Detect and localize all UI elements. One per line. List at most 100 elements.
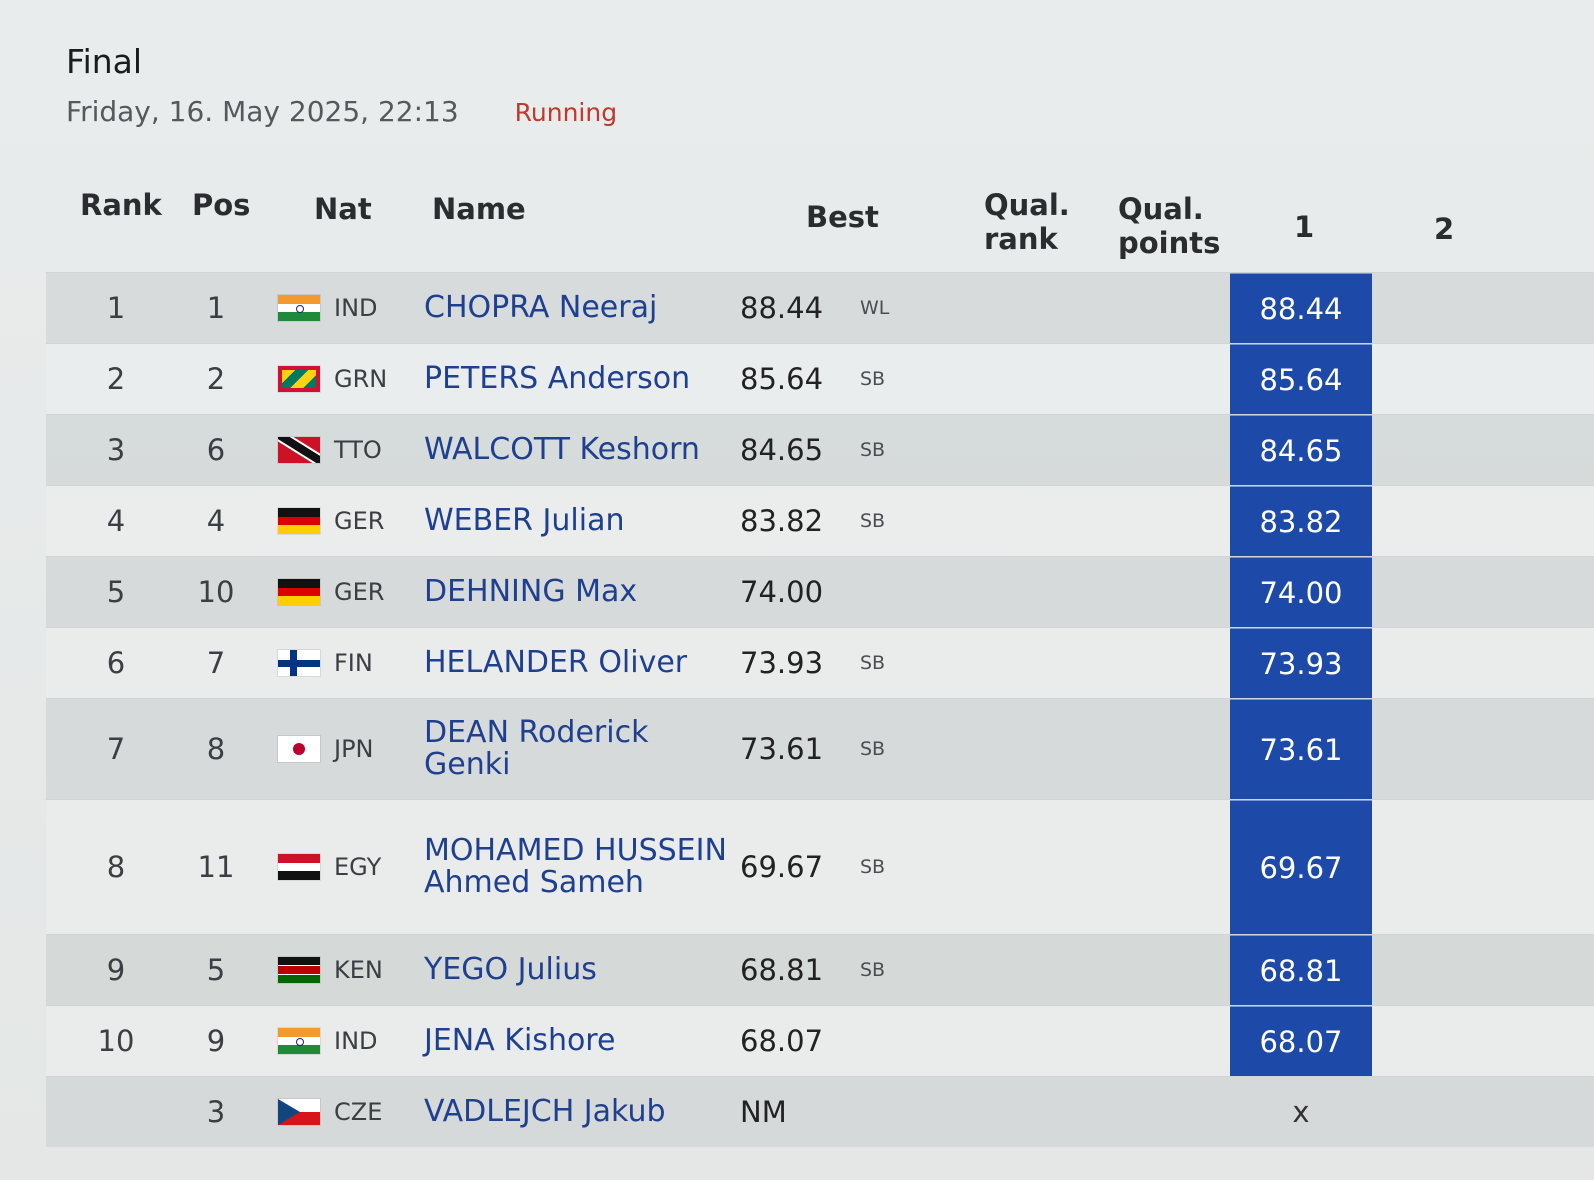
- nat-cell: GRN: [334, 365, 388, 393]
- nat-cell: GER: [334, 578, 385, 606]
- flag-cell: [278, 273, 324, 343]
- nat-cell: GER: [334, 507, 385, 535]
- best-mark-cell: 83.82: [740, 504, 824, 538]
- rank-cell: 10: [97, 1024, 135, 1058]
- col-header-name[interactable]: Name: [432, 192, 526, 226]
- pos-cell: 6: [206, 433, 226, 467]
- table-row[interactable]: 7 8 JPN DEAN Roderick Genki 73.61 SB 73.61: [46, 698, 1594, 800]
- col-header-pos[interactable]: Pos: [192, 188, 251, 222]
- event-status-badge: Running: [514, 98, 618, 127]
- col-header-qual-rank[interactable]: Qual. rank: [984, 188, 1070, 256]
- flag-cell: [278, 344, 324, 414]
- germany-flag-icon: [278, 508, 320, 534]
- col-header-qual-points[interactable]: Qual. points: [1118, 192, 1220, 260]
- attempt-1-cell: 68.07: [1230, 1006, 1372, 1077]
- athlete-name-link[interactable]: MOHAMED HUSSEIN Ahmed Sameh: [424, 833, 727, 900]
- table-row[interactable]: 3 CZE VADLEJCH Jakub NM x: [46, 1076, 1594, 1147]
- pos-cell: 9: [206, 1024, 226, 1058]
- table-row[interactable]: 8 11 EGY MOHAMED HUSSEIN Ahmed Sameh 69.67 SB…: [46, 799, 1594, 935]
- table-header: Rank Pos Nat Name Best Qual. rank Qual. …: [46, 168, 1594, 272]
- athlete-name-link[interactable]: CHOPRA Neeraj: [424, 290, 658, 325]
- egypt-flag-icon: [278, 854, 320, 880]
- pos-cell: 4: [206, 504, 226, 538]
- table-row[interactable]: 3 6 TTO WALCOTT Keshorn 84.65 SB 84.65: [46, 414, 1594, 486]
- record-note-badge: [860, 1077, 920, 1147]
- record-note-badge: [860, 557, 920, 627]
- grenada-flag-icon: [278, 366, 320, 392]
- india-flag-icon: [278, 295, 320, 321]
- pos-cell: 10: [197, 575, 235, 609]
- finland-flag-icon: [278, 650, 320, 676]
- athlete-name-link[interactable]: PETERS Anderson: [424, 361, 691, 396]
- best-mark-cell: 73.61: [740, 732, 824, 766]
- athlete-name-link[interactable]: VADLEJCH Jakub: [424, 1094, 666, 1129]
- table-row[interactable]: 6 7 FIN HELANDER Oliver 73.93 SB 73.93: [46, 627, 1594, 699]
- rank-cell: 4: [106, 504, 126, 538]
- nat-cell: CZE: [334, 1098, 383, 1126]
- col-header-attempt-1[interactable]: 1: [1294, 210, 1315, 244]
- kenya-flag-icon: [278, 957, 320, 983]
- athlete-name-link[interactable]: HELANDER Oliver: [424, 645, 688, 680]
- athlete-name-link[interactable]: YEGO Julius: [424, 952, 597, 987]
- results-table: Rank Pos Nat Name Best Qual. rank Qual. …: [46, 168, 1594, 1147]
- attempt-1-cell: 88.44: [1230, 273, 1372, 344]
- pos-cell: 2: [206, 362, 226, 396]
- best-mark-cell: 73.93: [740, 646, 824, 680]
- rank-cell: 1: [106, 291, 126, 325]
- attempt-1-cell: 83.82: [1230, 486, 1372, 557]
- athlete-name-link[interactable]: JENA Kishore: [424, 1023, 616, 1058]
- table-row[interactable]: 1 1 IND CHOPRA Neeraj 88.44 WL 88.44: [46, 272, 1594, 344]
- attempt-1-cell: 69.67: [1230, 800, 1372, 935]
- athlete-name-link[interactable]: DEHNING Max: [424, 574, 638, 609]
- flag-cell: [278, 800, 324, 934]
- attempt-1-cell: x: [1292, 1095, 1310, 1129]
- japan-flag-icon: [278, 736, 320, 762]
- col-header-qual-rank-line1: Qual.: [984, 188, 1070, 222]
- table-row[interactable]: 10 9 IND JENA Kishore 68.07 68.07: [46, 1005, 1594, 1077]
- col-header-qual-rank-line2: rank: [984, 222, 1058, 256]
- best-mark-cell: 68.81: [740, 953, 824, 987]
- table-row[interactable]: 4 4 GER WEBER Julian 83.82 SB 83.82: [46, 485, 1594, 557]
- best-mark-cell: 68.07: [740, 1024, 824, 1058]
- table-row[interactable]: 5 10 GER DEHNING Max 74.00 74.00: [46, 556, 1594, 628]
- pos-cell: 7: [206, 646, 226, 680]
- flag-cell: [278, 557, 324, 627]
- trinidad-flag-icon: [278, 437, 320, 463]
- rank-cell: [76, 1077, 156, 1147]
- col-header-qual-points-line1: Qual.: [1118, 192, 1204, 226]
- col-header-attempt-2[interactable]: 2: [1434, 212, 1455, 246]
- athlete-name-link[interactable]: WALCOTT Keshorn: [424, 432, 700, 467]
- table-row[interactable]: 2 2 GRN PETERS Anderson 85.64 SB 85.64: [46, 343, 1594, 415]
- india-flag-icon: [278, 1028, 320, 1054]
- nat-cell: JPN: [334, 735, 374, 763]
- rank-cell: 3: [106, 433, 126, 467]
- record-note-badge: SB: [860, 856, 886, 878]
- nat-cell: IND: [334, 1027, 378, 1055]
- athlete-name-link[interactable]: DEAN Roderick Genki: [424, 715, 649, 782]
- table-row[interactable]: 9 5 KEN YEGO Julius 68.81 SB 68.81: [46, 934, 1594, 1006]
- event-date: Friday, 16. May 2025, 22:13: [66, 95, 459, 128]
- nat-cell: IND: [334, 294, 378, 322]
- flag-cell: [278, 699, 324, 799]
- record-note-badge: WL: [860, 297, 890, 319]
- col-header-qual-points-line2: points: [1118, 226, 1221, 260]
- col-header-nat[interactable]: Nat: [314, 192, 372, 226]
- flag-cell: [278, 486, 324, 556]
- attempt-1-cell: 73.93: [1230, 628, 1372, 699]
- attempt-1-cell: 73.61: [1230, 699, 1372, 800]
- col-header-best[interactable]: Best: [806, 200, 879, 234]
- flag-cell: [278, 628, 324, 698]
- rank-cell: 6: [106, 646, 126, 680]
- attempt-1-cell: 68.81: [1230, 935, 1372, 1006]
- record-note-badge: SB: [860, 439, 886, 461]
- athlete-name-link[interactable]: WEBER Julian: [424, 503, 625, 538]
- record-note-badge: [860, 1006, 920, 1076]
- event-title: Final: [66, 42, 143, 81]
- germany-flag-icon: [278, 579, 320, 605]
- nat-cell: FIN: [334, 649, 373, 677]
- col-header-rank[interactable]: Rank: [80, 188, 162, 222]
- rank-cell: 9: [106, 953, 126, 987]
- rank-cell: 7: [106, 732, 126, 766]
- pos-cell: 11: [197, 850, 235, 884]
- nat-cell: KEN: [334, 956, 383, 984]
